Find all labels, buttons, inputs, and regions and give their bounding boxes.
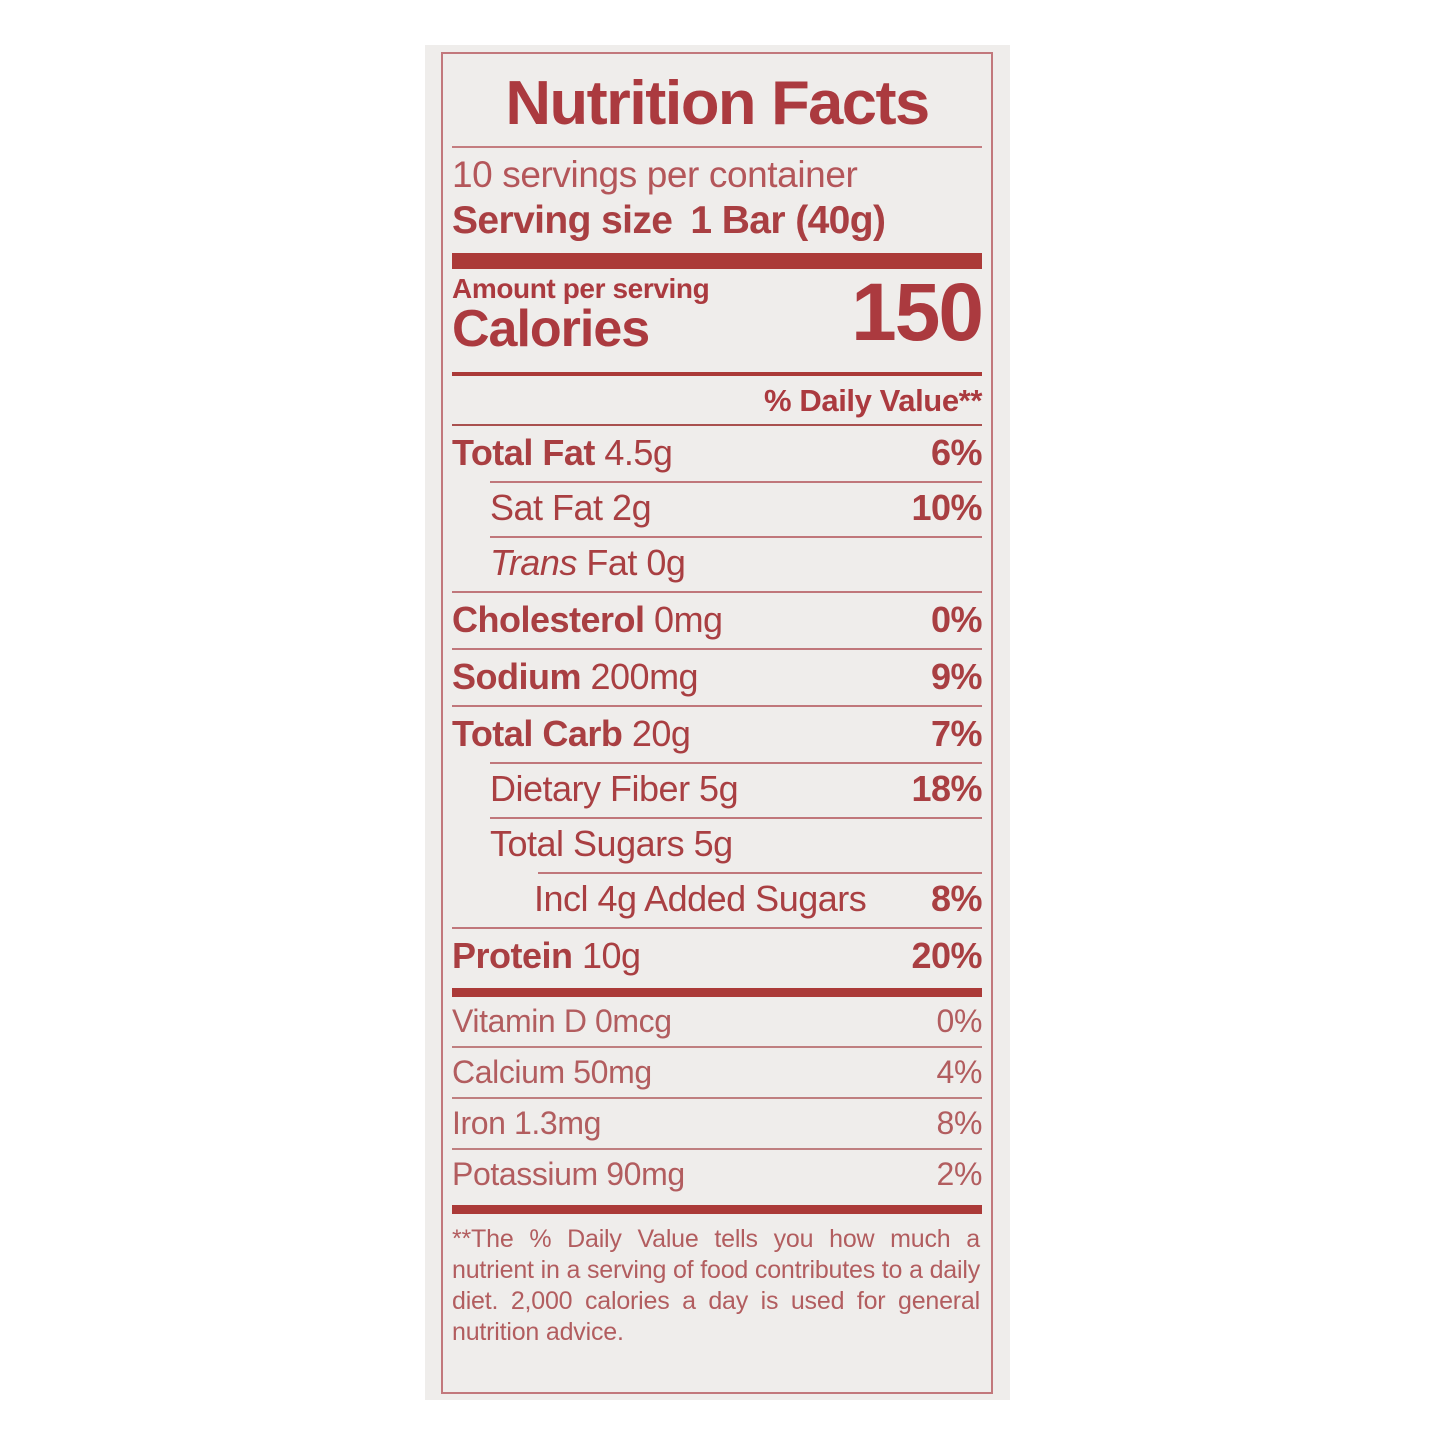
total-fat-label: Total Fat 4.5g [452,431,673,475]
table-row-total-sugars: Total Sugars 5g [452,817,982,872]
iron-label: Iron 1.3mg [452,1105,601,1141]
serving-size-value: 1 Bar (40g) [690,199,886,242]
vitamin-d-label: Vitamin D 0mcg [452,1003,672,1039]
added-sugars-label: Incl 4g Added Sugars [534,878,867,919]
nutrient-rows: Total Fat 4.5g 6% Sat Fat 2g 10% Trans F… [452,424,983,984]
total-sugars-label: Total Sugars 5g [490,823,733,864]
calcium-label: Calcium 50mg [452,1054,652,1090]
calcium-dv: 4% [936,1054,983,1090]
sodium-amount: 200mg [581,656,699,697]
cholesterol-dv: 0% [930,599,983,640]
iron-dv: 8% [936,1105,983,1141]
table-row-calcium: Calcium 50mg 4% [452,1046,982,1097]
total-fat-amount: 4.5g [594,432,673,473]
protein-label: Protein 10g [452,934,641,978]
total-carb-dv: 7% [930,713,983,754]
table-row-cholesterol: Cholesterol 0mg 0% [452,591,983,648]
trans-fat-amount: Fat 0g [576,542,686,583]
table-row-trans-fat: Trans Fat 0g [452,536,982,591]
protein-amount: 10g [572,935,641,976]
table-row-added-sugars: Incl 4g Added Sugars 8% [452,872,983,927]
footnote-thick-bar [452,1205,982,1214]
table-row-vitamin-d: Vitamin D 0mcg 0% [452,997,982,1046]
potassium-dv: 2% [936,1156,983,1192]
table-row-dietary-fiber: Dietary Fiber 5g 18% [452,762,982,817]
calories-divider [452,372,982,376]
dietary-fiber-dv: 18% [911,768,982,809]
daily-value-header: % Daily Value** [763,383,982,418]
amount-per-serving-label: Amount per serving [452,273,710,304]
sat-fat-label: Sat Fat 2g [490,487,652,528]
micronutrient-rows: Vitamin D 0mcg 0% Calcium 50mg 4% Iron 1… [452,997,982,1199]
table-row-sat-fat: Sat Fat 2g 10% [452,481,982,536]
cholesterol-amount: 0mg [644,599,723,640]
servings-per-container: 10 servings per container [452,154,858,195]
nutrition-facts-panel: Nutrition Facts 10 servings per containe… [441,52,993,1394]
trans-fat-label: Trans Fat 0g [490,541,686,585]
table-row-iron: Iron 1.3mg 8% [452,1097,982,1148]
total-carb-amount: 20g [622,713,691,754]
serving-size-label: Serving size [452,199,673,242]
calories-block: Amount per serving Calories 150 [452,267,984,372]
serving-size-row: Serving size 1 Bar (40g) [452,197,982,245]
table-row-total-fat: Total Fat 4.5g 6% [452,424,983,481]
cholesterol-label: Cholesterol 0mg [452,598,723,642]
sodium-dv: 9% [930,656,983,697]
table-row-total-carb: Total Carb 20g 7% [452,705,983,762]
total-carb-name: Total Carb [452,713,623,754]
page-title: Nutrition Facts [505,69,930,138]
calories-label: Calories [452,300,650,358]
daily-value-footnote: **The % Daily Value tells you how much a… [452,1225,980,1346]
calories-value: 150 [851,267,984,358]
dietary-fiber-label: Dietary Fiber 5g [490,768,739,809]
cholesterol-name: Cholesterol [452,599,645,640]
total-fat-name: Total Fat [452,432,595,473]
sodium-label: Sodium 200mg [452,655,699,699]
table-row-protein: Protein 10g 20% [452,927,982,984]
table-row-sodium: Sodium 200mg 9% [452,648,983,705]
potassium-label: Potassium 90mg [452,1156,685,1192]
table-row-potassium: Potassium 90mg 2% [452,1148,982,1199]
total-fat-dv: 6% [930,432,983,473]
sat-fat-dv: 10% [911,487,982,528]
protein-name: Protein [452,935,573,976]
sodium-name: Sodium [452,656,582,697]
protein-thick-bar [452,988,982,997]
title-divider [452,146,982,148]
vitamin-d-dv: 0% [936,1003,983,1039]
header-thick-bar [452,253,982,269]
trans-italic-word: Trans [490,542,577,583]
label-card-background [425,45,1010,1400]
total-carb-label: Total Carb 20g [452,712,691,756]
protein-dv: 20% [911,935,982,976]
added-sugars-dv: 8% [930,878,983,919]
